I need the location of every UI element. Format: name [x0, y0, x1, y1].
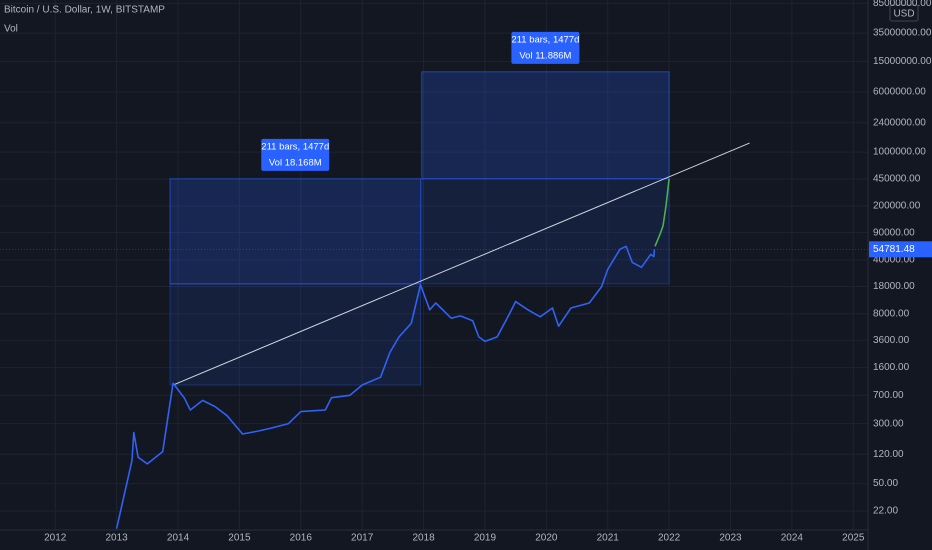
range-lower: [169, 283, 421, 386]
x-tick-label: 2025: [842, 533, 865, 544]
x-tick-label: 2012: [44, 533, 67, 544]
y-tick-label: 40000.00: [873, 254, 915, 265]
range-label: 211 bars, 1477d: [261, 141, 329, 152]
y-tick-label: 1000000.00: [873, 147, 926, 158]
range-upper: [169, 178, 421, 285]
x-tick-label: 2019: [474, 533, 497, 544]
last-price-label: 54781.48: [873, 244, 915, 255]
y-tick-label: 700.00: [873, 390, 904, 401]
x-tick-label: 2014: [167, 533, 190, 544]
x-tick-label: 2022: [658, 533, 681, 544]
range-upper: [421, 71, 670, 180]
x-tick-label: 2023: [719, 533, 742, 544]
y-tick-label: 18000.00: [873, 281, 915, 292]
y-tick-label: 200000.00: [873, 201, 921, 212]
price-line: [115, 245, 656, 529]
y-tick-label: 450000.00: [873, 173, 921, 184]
y-tick-label: 22.00: [873, 506, 898, 517]
y-tick-label: 300.00: [873, 418, 904, 429]
range-label-box: [511, 31, 580, 64]
subtitle: Vol: [4, 24, 18, 35]
x-tick-label: 2015: [228, 533, 251, 544]
x-tick-label: 2024: [781, 533, 804, 544]
x-tick-label: 2020: [535, 533, 558, 544]
y-tick-label: 3600.00: [873, 335, 910, 346]
y-tick-label: 1600.00: [873, 362, 910, 373]
y-tick-label: 35000000.00: [873, 28, 932, 39]
range-label: 211 bars, 1477d: [511, 34, 579, 45]
trend-line: [172, 142, 750, 386]
last-price-box: [869, 241, 932, 258]
y-tick-label: 90000.00: [873, 227, 915, 238]
currency-box: [889, 4, 919, 22]
x-tick-label: 2021: [597, 533, 620, 544]
grid: [0, 0, 868, 530]
x-tick-label: 2013: [106, 533, 129, 544]
y-tick-label: 120.00: [873, 449, 904, 460]
x-tick-label: 2016: [290, 533, 313, 544]
range-label: Vol 18.168M: [269, 157, 322, 168]
y-tick-label: 2400000.00: [873, 117, 926, 128]
chart-title: Bitcoin / U.S. Dollar, 1W, BITSTAMP: [4, 5, 165, 16]
price-line: [654, 178, 670, 247]
range-label-box: [261, 138, 330, 171]
currency: USD: [893, 9, 914, 20]
y-tick-label: 85000000.00: [873, 0, 932, 9]
y-tick-label: 6000000.00: [873, 87, 926, 98]
y-tick-label: 15000000.00: [873, 56, 932, 67]
range-label: Vol 11.886M: [519, 50, 571, 61]
x-tick-label: 2017: [351, 533, 374, 544]
y-tick-label: 8000.00: [873, 308, 910, 319]
range-lower: [421, 178, 670, 285]
y-tick-label: 50.00: [873, 478, 898, 489]
x-tick-label: 2018: [412, 533, 435, 544]
plot: 211 bars, 1477d Vol 18.168M 211 bars, 1477…: [0, 31, 868, 529]
